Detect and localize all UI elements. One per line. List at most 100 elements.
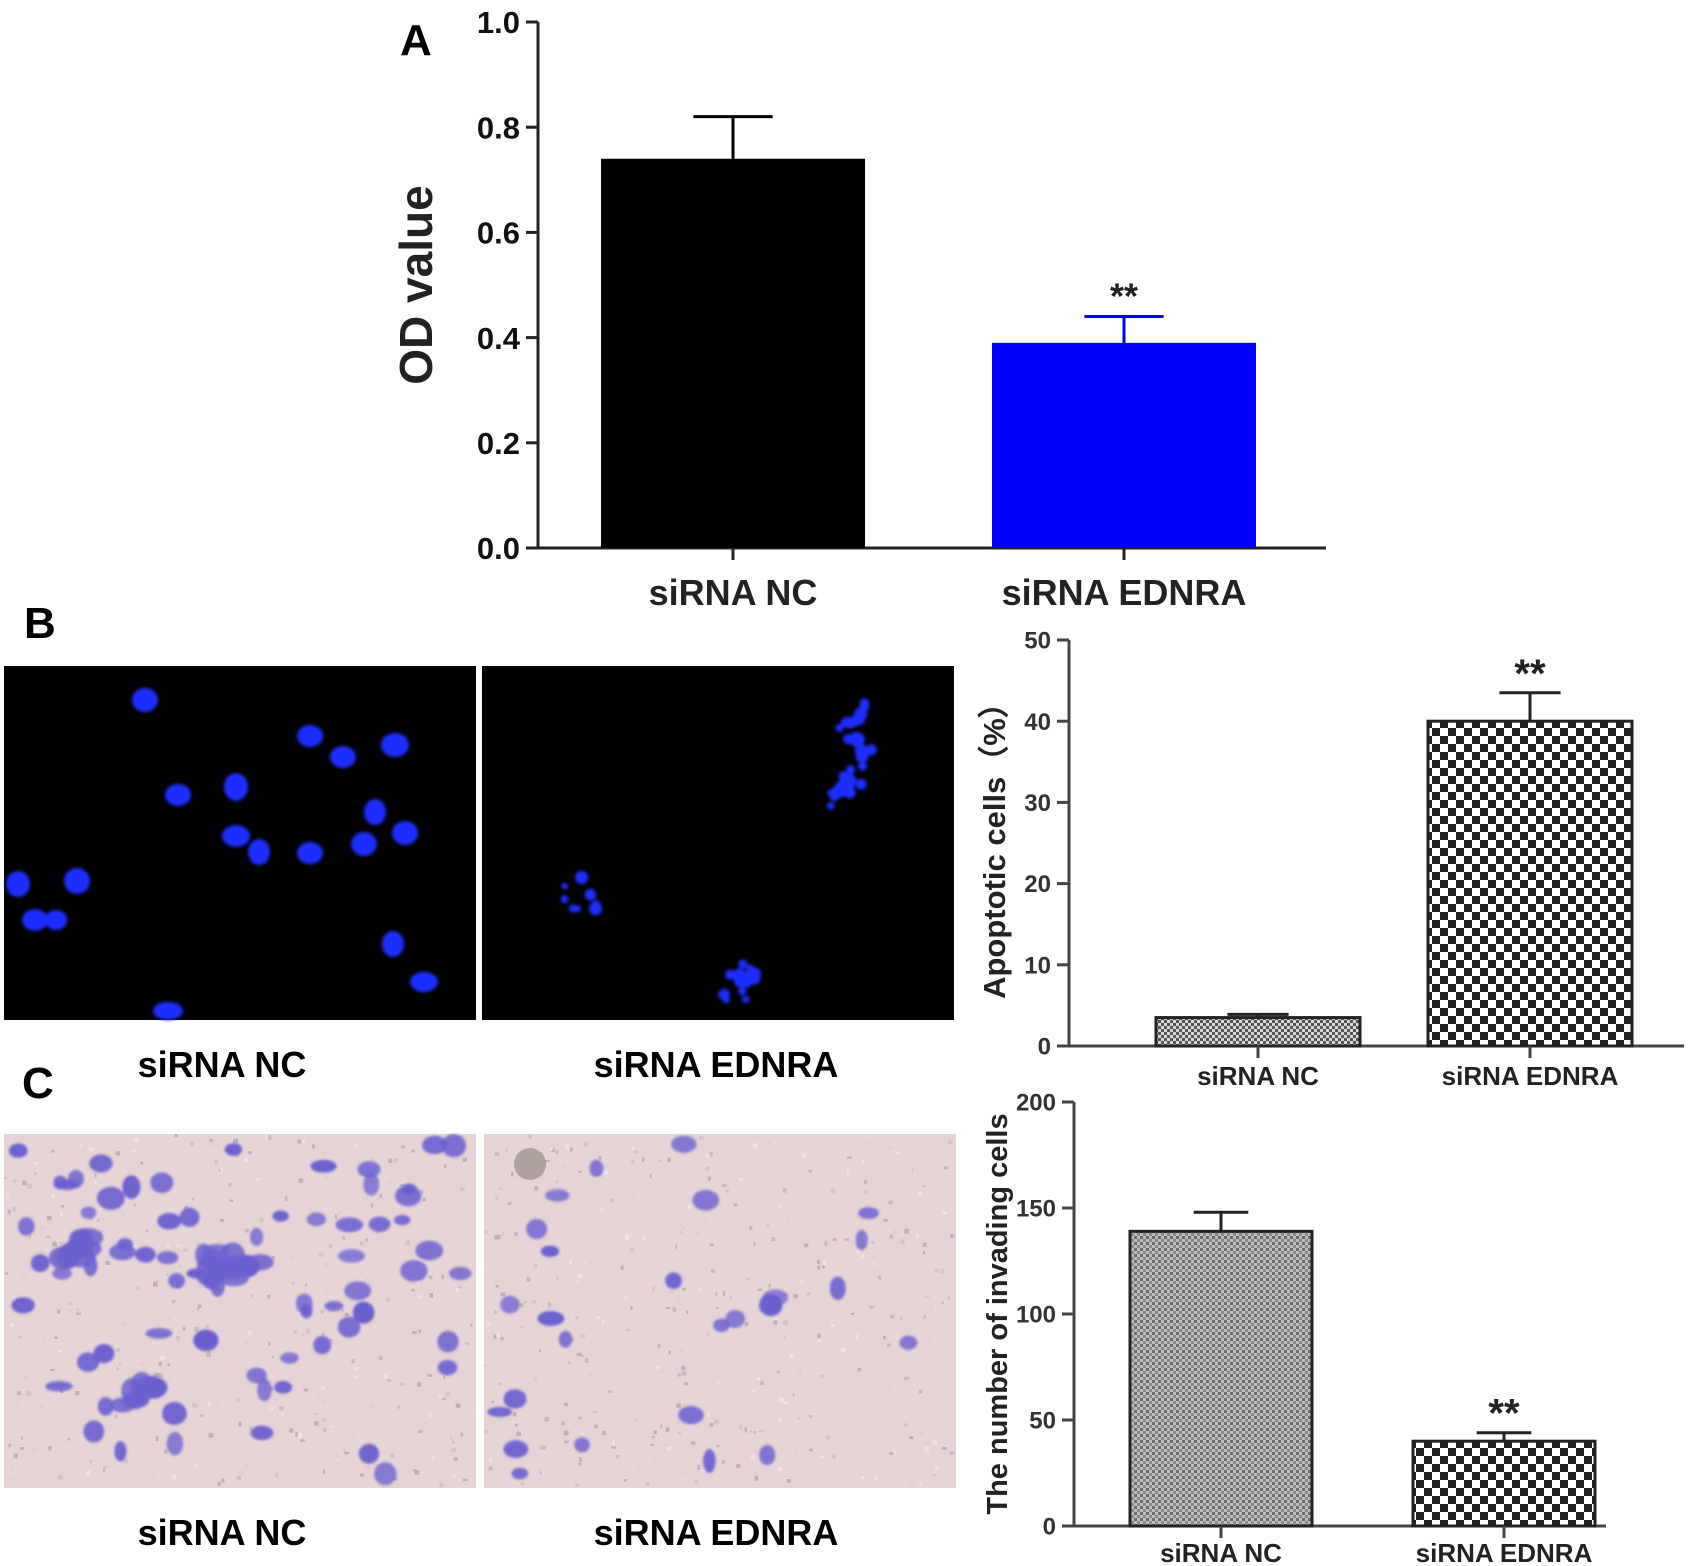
membrane-pore bbox=[947, 1140, 953, 1145]
membrane-pore bbox=[303, 1388, 309, 1392]
invading-cell bbox=[157, 1212, 182, 1230]
membrane-pore bbox=[750, 1455, 755, 1460]
membrane-pore bbox=[887, 1146, 892, 1151]
invading-cell bbox=[829, 1276, 846, 1300]
membrane-pore bbox=[115, 1151, 121, 1156]
membrane-pore bbox=[535, 1405, 540, 1408]
nucleus-fragment bbox=[743, 995, 750, 1002]
membrane-pore bbox=[691, 1252, 695, 1257]
membrane-pore bbox=[899, 1316, 903, 1321]
membrane-pore bbox=[79, 1143, 82, 1147]
membrane-pore bbox=[782, 1320, 788, 1325]
membrane-pore bbox=[150, 1474, 154, 1479]
invading-cell bbox=[692, 1189, 720, 1211]
membrane-pore bbox=[631, 1147, 634, 1150]
membrane-pore bbox=[217, 1481, 221, 1486]
membrane-pore bbox=[14, 1403, 19, 1408]
invading-cell bbox=[150, 1172, 174, 1193]
membrane-pore bbox=[6, 1192, 10, 1196]
membrane-pore bbox=[534, 1186, 539, 1191]
membrane-pore bbox=[75, 1391, 80, 1396]
membrane-pore bbox=[716, 1307, 719, 1310]
membrane-pore bbox=[561, 1421, 565, 1426]
membrane-pore bbox=[323, 1149, 328, 1155]
membrane-pore bbox=[455, 1403, 461, 1408]
membrane-pore bbox=[786, 1479, 791, 1483]
membrane-pore bbox=[268, 1135, 272, 1140]
nucleus bbox=[297, 725, 323, 747]
membrane-pore bbox=[205, 1324, 209, 1329]
membrane-pore bbox=[54, 1336, 58, 1339]
membrane-pore bbox=[375, 1231, 379, 1235]
membrane-pore bbox=[677, 1372, 681, 1377]
invading-cell bbox=[855, 1229, 868, 1251]
invading-cell bbox=[759, 1445, 776, 1466]
invading-cell bbox=[11, 1297, 35, 1314]
membrane-pore bbox=[526, 1276, 531, 1282]
membrane-pore bbox=[235, 1153, 239, 1157]
invading-cell bbox=[899, 1335, 918, 1350]
membrane-pore bbox=[681, 1287, 686, 1291]
invading-cell bbox=[52, 1267, 72, 1280]
membrane-pore bbox=[611, 1446, 616, 1449]
membrane-pore bbox=[388, 1158, 393, 1163]
membrane-pore bbox=[27, 1183, 32, 1189]
membrane-pore bbox=[365, 1238, 368, 1242]
membrane-pore bbox=[8, 1209, 11, 1213]
micrograph-c-ednra bbox=[484, 1134, 956, 1488]
membrane-pore bbox=[429, 1412, 432, 1418]
membrane-pore bbox=[861, 1160, 865, 1164]
membrane-pore bbox=[699, 1136, 704, 1140]
membrane-pore bbox=[789, 1353, 794, 1359]
membrane-pore bbox=[868, 1305, 874, 1309]
membrane-pore bbox=[900, 1239, 905, 1244]
y-tick-label: 0 bbox=[1043, 1514, 1056, 1541]
membrane-pore bbox=[940, 1269, 945, 1274]
membrane-pore bbox=[184, 1206, 188, 1210]
membrane-pore bbox=[580, 1333, 585, 1339]
membrane-pore bbox=[736, 1405, 740, 1410]
membrane-pore bbox=[715, 1151, 719, 1155]
membrane-pore bbox=[591, 1399, 594, 1402]
y-tick-label: 0.8 bbox=[477, 110, 520, 145]
membrane-pore bbox=[776, 1370, 780, 1374]
membrane-pore bbox=[892, 1228, 898, 1234]
membrane-pore bbox=[636, 1326, 640, 1331]
membrane-pore bbox=[757, 1288, 763, 1291]
membrane-pore bbox=[410, 1149, 416, 1153]
membrane-pore bbox=[549, 1147, 553, 1151]
membrane-pore bbox=[592, 1411, 597, 1414]
membrane-pore bbox=[484, 1230, 488, 1234]
membrane-pore bbox=[909, 1478, 913, 1484]
x-tick-label: siRNA EDNRA bbox=[1416, 1538, 1593, 1566]
membrane-pore bbox=[324, 1176, 329, 1181]
membrane-pore bbox=[208, 1433, 214, 1438]
membrane-pore bbox=[105, 1226, 109, 1230]
membrane-pore bbox=[570, 1147, 573, 1152]
membrane-pore bbox=[697, 1464, 701, 1470]
membrane-pore bbox=[405, 1240, 410, 1246]
membrane-pore bbox=[944, 1166, 948, 1170]
invading-cell bbox=[526, 1218, 548, 1240]
membrane-pore bbox=[602, 1320, 605, 1325]
y-tick-label: 100 bbox=[1016, 1302, 1056, 1329]
membrane-pore bbox=[248, 1426, 254, 1431]
membrane-pore bbox=[351, 1436, 355, 1441]
membrane-pore bbox=[414, 1470, 420, 1475]
membrane-pore bbox=[314, 1413, 319, 1416]
membrane-pore bbox=[42, 1338, 46, 1344]
panel-letter-b: B bbox=[24, 599, 56, 648]
membrane-pore bbox=[714, 1419, 719, 1425]
membrane-pore bbox=[675, 1244, 678, 1249]
invading-cell bbox=[671, 1135, 697, 1153]
chart-a: 0.0 0.2 0.4 0.6 0.8 1.0 OD value siRNA NC ** siRN… bbox=[390, 5, 1326, 613]
membrane-pore bbox=[391, 1352, 395, 1356]
membrane-pore bbox=[96, 1218, 101, 1223]
membrane-pore bbox=[534, 1263, 538, 1268]
membrane-pore bbox=[322, 1332, 325, 1337]
nucleus bbox=[297, 842, 323, 864]
membrane-pore bbox=[354, 1376, 359, 1379]
membrane-pore bbox=[274, 1397, 279, 1402]
membrane-pore bbox=[289, 1428, 294, 1433]
membrane-pore bbox=[678, 1347, 684, 1353]
